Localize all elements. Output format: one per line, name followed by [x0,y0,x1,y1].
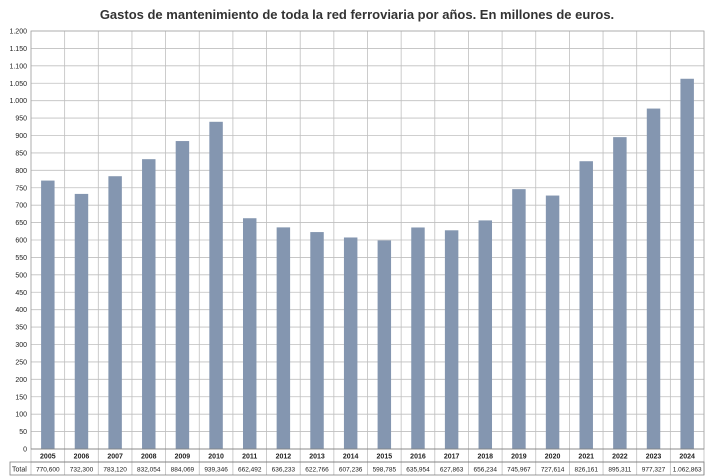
y-tick-label: 1.200 [9,29,27,36]
x-tick-label: 2010 [208,454,224,461]
bar-2014 [343,237,358,449]
bar-2016 [411,227,425,449]
x-tick-label: 2017 [444,454,460,461]
bar-2009 [175,141,190,449]
chart-title: Gastos de mantenimiento de toda la red f… [100,7,614,22]
y-tick-label: 800 [15,168,27,175]
bar-2018 [478,220,493,449]
y-tick-label: 150 [15,394,27,401]
bar-2012 [276,227,291,449]
bar-2022 [613,137,627,449]
table-value: 656,234 [474,467,498,474]
y-tick-label: 450 [15,290,27,297]
y-tick-label: 350 [15,325,27,332]
y-tick-label: 50 [19,429,27,436]
table-value: 770,600 [36,467,60,474]
x-tick-label: 2014 [343,454,359,461]
y-tick-label: 600 [15,238,27,245]
bar-2008 [142,159,156,450]
x-tick-label: 2013 [309,454,325,461]
table-value: 727,614 [541,467,565,474]
y-tick-label: 100 [15,412,27,419]
x-tick-label: 2006 [74,454,90,461]
y-tick-label: 850 [15,150,27,157]
y-tick-label: 1.100 [9,63,27,70]
table-value: 1.062,863 [673,467,702,474]
table-value: 607,236 [339,467,363,474]
x-tick-label: 2015 [377,454,393,461]
y-tick-label: 300 [15,342,27,349]
y-tick-label: 650 [15,220,27,227]
x-tick-label: 2019 [511,454,527,461]
x-tick-label: 2024 [679,454,695,461]
x-tick-label: 2005 [40,454,56,461]
data-table: Total 2005 770,600 2006 732,300 2007 783,120 20… [9,448,705,476]
y-tick-label: 400 [15,307,27,314]
table-value: 635,954 [406,467,430,474]
bar-2019 [512,189,526,449]
table-value: 826,161 [574,467,598,474]
x-tick-label: 2020 [545,454,561,461]
table-row-label: Total [12,467,27,474]
table-value: 636,233 [272,467,296,474]
table-value: 832,054 [137,467,161,474]
bar-2023 [646,108,661,450]
y-tick-label: 1.150 [9,46,27,53]
bar-2007 [108,176,122,449]
x-tick-label: 2018 [477,454,493,461]
y-tick-label: 1.000 [9,98,27,105]
table-value: 783,120 [103,467,127,474]
x-tick-label: 2007 [107,454,123,461]
table-value: 622,766 [305,467,329,474]
bar-2020 [545,195,560,449]
bar-2010 [209,121,223,449]
table-value: 895,311 [608,467,631,474]
y-tick-label: 500 [15,272,27,279]
table-value: 939,346 [204,467,228,474]
table-value: 977,327 [642,467,666,474]
y-tick-label: 750 [15,185,27,192]
bar-2021 [579,161,593,449]
y-tick-label: 200 [15,377,27,384]
table-value: 745,967 [507,467,531,474]
bar-2006 [74,193,89,449]
y-tick-label: 550 [15,255,27,262]
y-tick-label: 700 [15,203,27,210]
bar-2011 [242,218,257,449]
x-tick-label: 2023 [646,454,662,461]
x-tick-label: 2012 [276,454,292,461]
x-tick-label: 2008 [141,454,157,461]
bar-2005 [41,180,55,449]
gridlines [30,30,705,475]
bar-2015 [377,240,392,449]
x-tick-label: 2009 [175,454,191,461]
y-tick-label: 250 [15,359,27,366]
y-tick-label: 950 [15,116,27,123]
bar-2013 [310,232,324,449]
y-tick-label: 1.050 [9,81,27,88]
table-value: 884,069 [171,467,195,474]
y-axis-ticks: 0 50 100 150 200 250 300 350 400 450 500 550 600 650 7… [9,29,27,454]
table-value: 598,785 [373,467,397,474]
bar-2017 [444,230,459,449]
table-value: 662,492 [238,467,262,474]
y-tick-label: 900 [15,133,27,140]
table-value: 627,863 [440,467,464,474]
bars [41,78,694,450]
x-tick-label: 2011 [242,454,257,461]
x-tick-label: 2016 [410,454,426,461]
bar-2024 [680,78,694,450]
y-tick-label: 0 [23,447,27,454]
table-value: 732,300 [70,467,94,474]
x-tick-label: 2021 [578,454,594,461]
x-tick-label: 2022 [612,454,628,461]
